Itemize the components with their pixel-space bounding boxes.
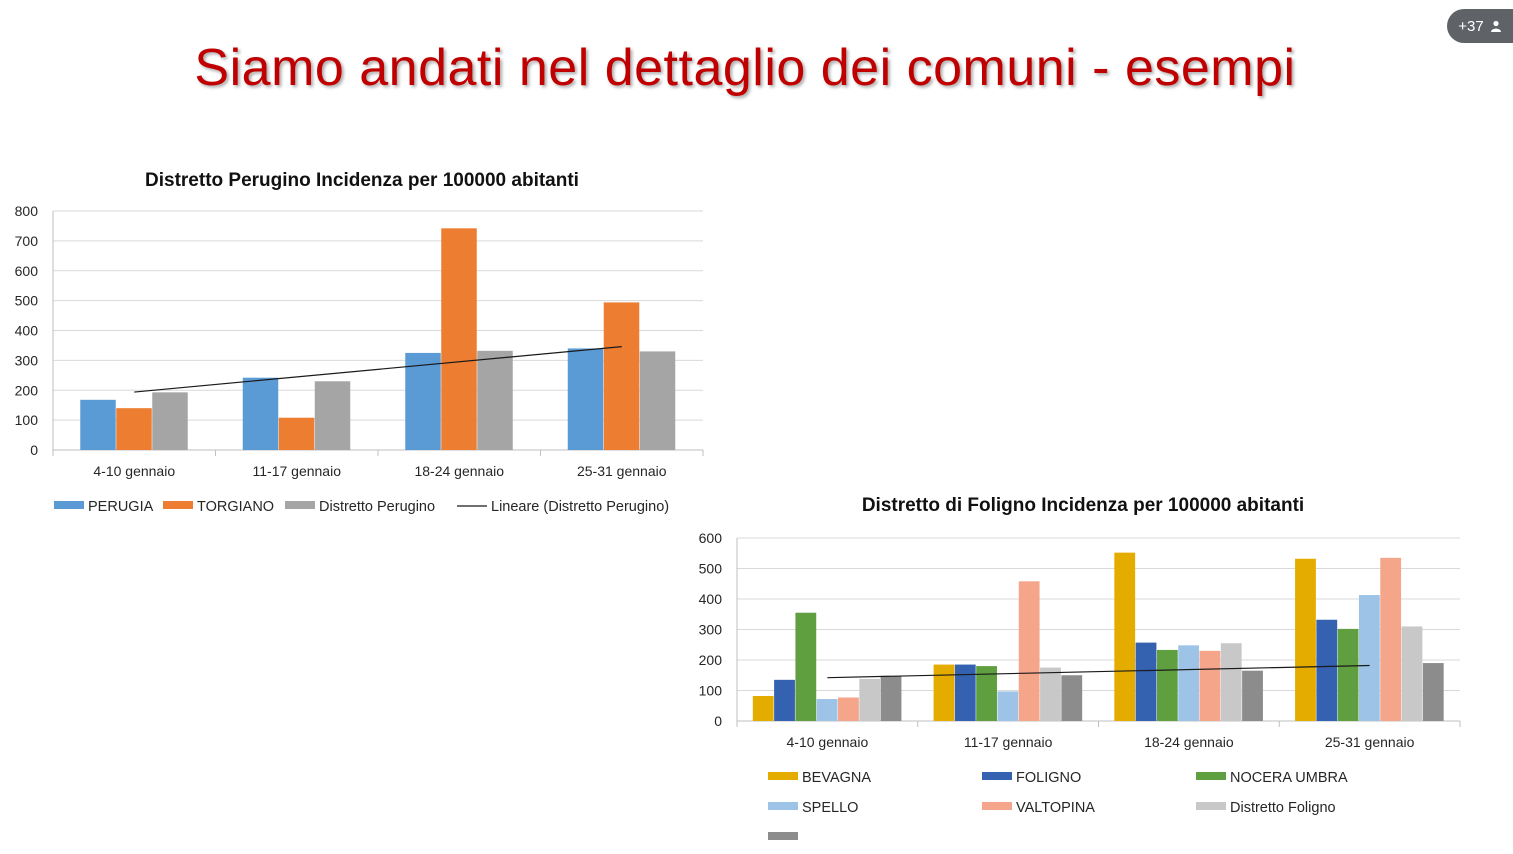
bar-distretto-perugino [639,351,676,450]
x-tick-label: 18-24 gennaio [1144,734,1234,750]
y-tick-label: 0 [30,442,38,458]
y-tick-label: 500 [15,293,39,309]
bar-nocera-umbra [1337,628,1359,721]
legend-swatch [768,772,798,780]
bar-valtopina [838,697,859,721]
x-tick-label: 4-10 gennaio [787,734,869,750]
y-tick-label: 300 [699,622,723,638]
bar-perugia [80,399,116,450]
y-tick-label: 100 [15,412,39,428]
legend-label: Distretto Perugino [319,499,435,515]
chart-title: Distretto di Foligno Incidenza per 10000… [862,495,1304,516]
slide-title: Siamo andati nel dettaglio dei comuni - … [194,39,1296,97]
bar-distretto-foligno [859,678,881,721]
legend-label: TORGIANO [197,499,274,515]
bar-perugia [567,348,604,450]
bar-series-7 [880,675,902,721]
bar-spello [816,699,838,721]
y-tick-label: 200 [15,382,39,398]
bar-valtopina [1018,581,1040,721]
bar-bevagna [752,695,774,721]
x-tick-label: 25-31 gennaio [577,463,667,479]
x-tick-label: 11-17 gennaio [964,734,1053,750]
legend-label: Distretto Foligno [1230,800,1336,816]
legend-label: PERUGIA [88,499,154,515]
chart-title: Distretto Perugino Incidenza per 100000 … [145,170,579,191]
legend-swatch [982,802,1012,810]
chart-distretto-perugino: Distretto Perugino Incidenza per 100000 … [15,170,704,515]
legend-swatch [54,501,84,509]
y-tick-label: 400 [15,323,39,339]
trendline [827,664,1370,679]
bar-bevagna [1295,558,1316,721]
y-tick-label: 200 [699,652,723,668]
bar-series-7 [1422,663,1444,721]
bar-distretto-perugino [152,392,188,450]
bar-nocera-umbra [976,666,997,721]
bar-spello [997,691,1019,721]
bar-nocera-umbra [795,612,817,721]
bar-series-7 [1061,675,1083,721]
bar-distretto-perugino [314,381,351,450]
bar-valtopina [1380,557,1402,721]
bar-nocera-umbra [1156,649,1178,721]
bar-distretto-foligno [1220,643,1242,721]
legend-swatch [285,501,315,509]
bar-bevagna [1114,552,1136,721]
bar-foligno [774,679,795,721]
bar-spello [1358,595,1380,721]
y-tick-label: 600 [15,263,39,279]
y-tick-label: 100 [699,683,723,699]
legend-label: NOCERA UMBRA [1230,770,1348,786]
bar-torgiano [603,302,640,450]
bar-torgiano [116,408,152,450]
bar-torgiano [441,228,477,450]
y-tick-label: 800 [15,203,39,219]
legend-label: VALTOPINA [1016,800,1095,816]
participants-count: +37 [1458,17,1484,35]
x-tick-label: 11-17 gennaio [253,463,342,479]
y-tick-label: 700 [15,233,39,249]
legend-swatch [768,802,798,810]
y-tick-label: 400 [699,591,723,607]
x-tick-label: 18-24 gennaio [414,463,504,479]
y-tick-label: 600 [699,530,723,546]
legend-swatch [1196,772,1226,780]
x-tick-label: 25-31 gennaio [1325,734,1415,750]
bar-torgiano [278,417,315,450]
bar-distretto-foligno [1401,626,1423,721]
legend-label: SPELLO [802,800,858,816]
y-tick-label: 300 [15,352,39,368]
bar-perugia [405,352,441,450]
legend-swatch [1196,802,1226,810]
legend-label: FOLIGNO [1016,770,1081,786]
y-tick-label: 500 [699,561,723,577]
bar-series-7 [1242,670,1263,721]
bar-valtopina [1199,650,1221,721]
bar-foligno [1135,642,1157,721]
legend-label: Lineare (Distretto Perugino) [491,499,669,515]
bar-foligno [1316,619,1338,721]
participants-badge[interactable]: +37 [1447,9,1513,43]
bar-perugia [242,377,279,450]
bar-spello [1178,645,1200,721]
y-tick-label: 0 [714,713,722,729]
legend-swatch [982,772,1012,780]
bar-bevagna [933,664,955,721]
bar-foligno [954,664,976,721]
legend-label: BEVAGNA [802,770,871,786]
x-tick-label: 4-10 gennaio [93,463,175,479]
bar-distretto-perugino [477,350,513,450]
person-icon [1490,20,1501,32]
bar-distretto-foligno [1040,667,1061,721]
trendline [134,346,622,393]
legend-swatch [163,501,193,509]
legend-swatch [768,832,798,840]
